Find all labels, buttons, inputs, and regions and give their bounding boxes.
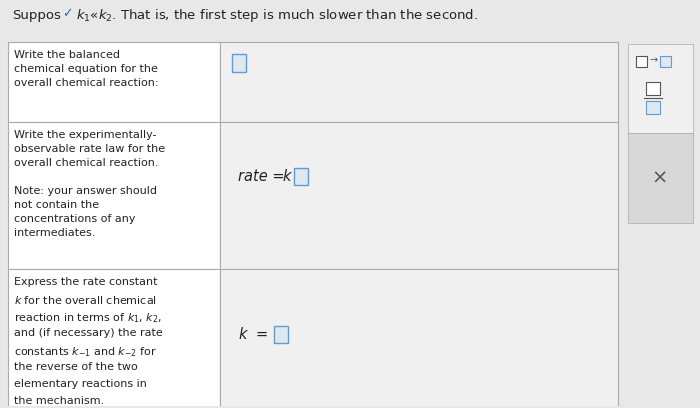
Bar	[232, 54, 246, 72]
Bar	[660, 56, 671, 67]
Text: $k_1$«$k_2$. That is, the first step is much slower than the second.: $k_1$«$k_2$. That is, the first step is …	[76, 7, 478, 24]
Bar	[628, 133, 693, 223]
Text: the mechanism.: the mechanism.	[14, 395, 104, 406]
Bar	[220, 42, 618, 122]
Text: k: k	[282, 169, 290, 184]
Text: →: →	[649, 56, 657, 66]
Text: $k$  =: $k$ =	[238, 326, 268, 342]
Bar	[8, 42, 220, 122]
Bar	[8, 269, 220, 408]
Text: Write the experimentally-
observable rate law for the
overall chemical reaction.: Write the experimentally- observable rat…	[14, 129, 165, 237]
Text: Suppos: Suppos	[12, 9, 61, 22]
Text: Write the balanced
chemical equation for the
overall chemical reaction:: Write the balanced chemical equation for…	[14, 50, 158, 88]
Text: elementary reactions in: elementary reactions in	[14, 379, 147, 388]
Bar	[220, 122, 618, 269]
Text: reaction in terms of $k_1$, $k_2$,: reaction in terms of $k_1$, $k_2$,	[14, 311, 162, 325]
Bar	[636, 56, 647, 67]
Bar	[274, 326, 288, 343]
Bar	[220, 269, 618, 408]
Text: rate =: rate =	[238, 169, 289, 184]
Bar	[8, 122, 220, 269]
Text: the reverse of the two: the reverse of the two	[14, 361, 138, 372]
Bar	[646, 101, 660, 113]
Text: ×: ×	[652, 169, 668, 188]
Text: ✓: ✓	[62, 7, 73, 20]
Text: Express the rate constant: Express the rate constant	[14, 277, 158, 287]
Text: and (if necessary) the rate: and (if necessary) the rate	[14, 328, 162, 338]
Bar	[646, 82, 660, 95]
Text: $k$ for the overall chemical: $k$ for the overall chemical	[14, 294, 157, 306]
Bar	[294, 169, 308, 185]
Bar	[628, 44, 693, 133]
Text: constants $k_{-1}$ and $k_{-2}$ for: constants $k_{-1}$ and $k_{-2}$ for	[14, 345, 157, 359]
